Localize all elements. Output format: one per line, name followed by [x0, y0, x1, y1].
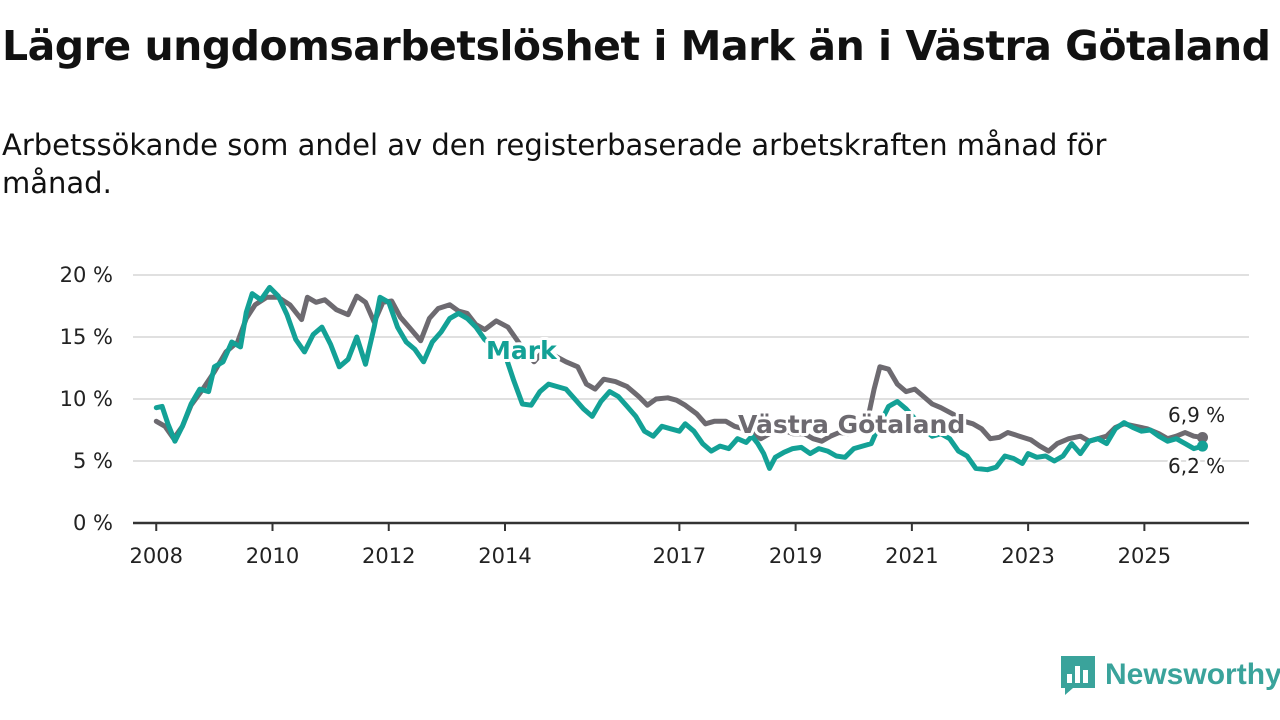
series: [153, 284, 1208, 473]
chart-subtitle: Arbetssökande som andel av den registerb…: [2, 128, 1107, 200]
y-tick-label: 10 %: [60, 387, 113, 411]
newsworthy-brand: Newsworthy: [1059, 654, 1280, 696]
end-point-mark: [1197, 440, 1208, 452]
y-tick-label: 15 %: [60, 325, 113, 349]
x-tick-label: 2010: [246, 544, 299, 568]
x-tick-label: 2025: [1118, 544, 1171, 568]
y-axis-ticks: 0 % 5 % 10 % 15 % 20 %: [60, 263, 113, 535]
y-tick-label: 0 %: [73, 511, 113, 535]
gridlines: [133, 274, 1249, 462]
series-label-vastra-gotaland: Västra Götaland: [738, 410, 965, 439]
x-tick-label: 2017: [653, 544, 706, 568]
end-label-mark: 6,2 %: [1168, 454, 1225, 478]
series-labels: Västra Götaland Mark 6,9 % 6,2 %: [483, 333, 1228, 481]
y-tick-label: 5 %: [73, 449, 113, 473]
chart-title: Lägre ungdomsarbetslöshet i Mark än i Vä…: [2, 22, 1271, 70]
x-tick-label: 2008: [130, 544, 183, 568]
end-label-vastra-gotaland: 6,9 %: [1168, 403, 1225, 427]
series-line-vastra-gotaland: [153, 293, 1205, 454]
x-tick-label: 2021: [885, 544, 938, 568]
x-tick-label: 2014: [478, 544, 531, 568]
x-tick-label: 2012: [362, 544, 415, 568]
x-tick-label: 2019: [769, 544, 822, 568]
brand-name: Newsworthy: [1105, 658, 1280, 691]
x-tick-label: 2023: [1001, 544, 1054, 568]
end-point-vastra-gotaland: [1197, 431, 1208, 443]
y-tick-label: 20 %: [60, 263, 113, 287]
x-axis-ticks: 2008 2010 2012 2014 2017 2019 2021 2023 2025: [130, 523, 1171, 568]
series-line-mark: [153, 284, 1205, 473]
series-label-mark: Mark: [486, 336, 558, 365]
newsworthy-logo-icon: [1061, 656, 1095, 695]
